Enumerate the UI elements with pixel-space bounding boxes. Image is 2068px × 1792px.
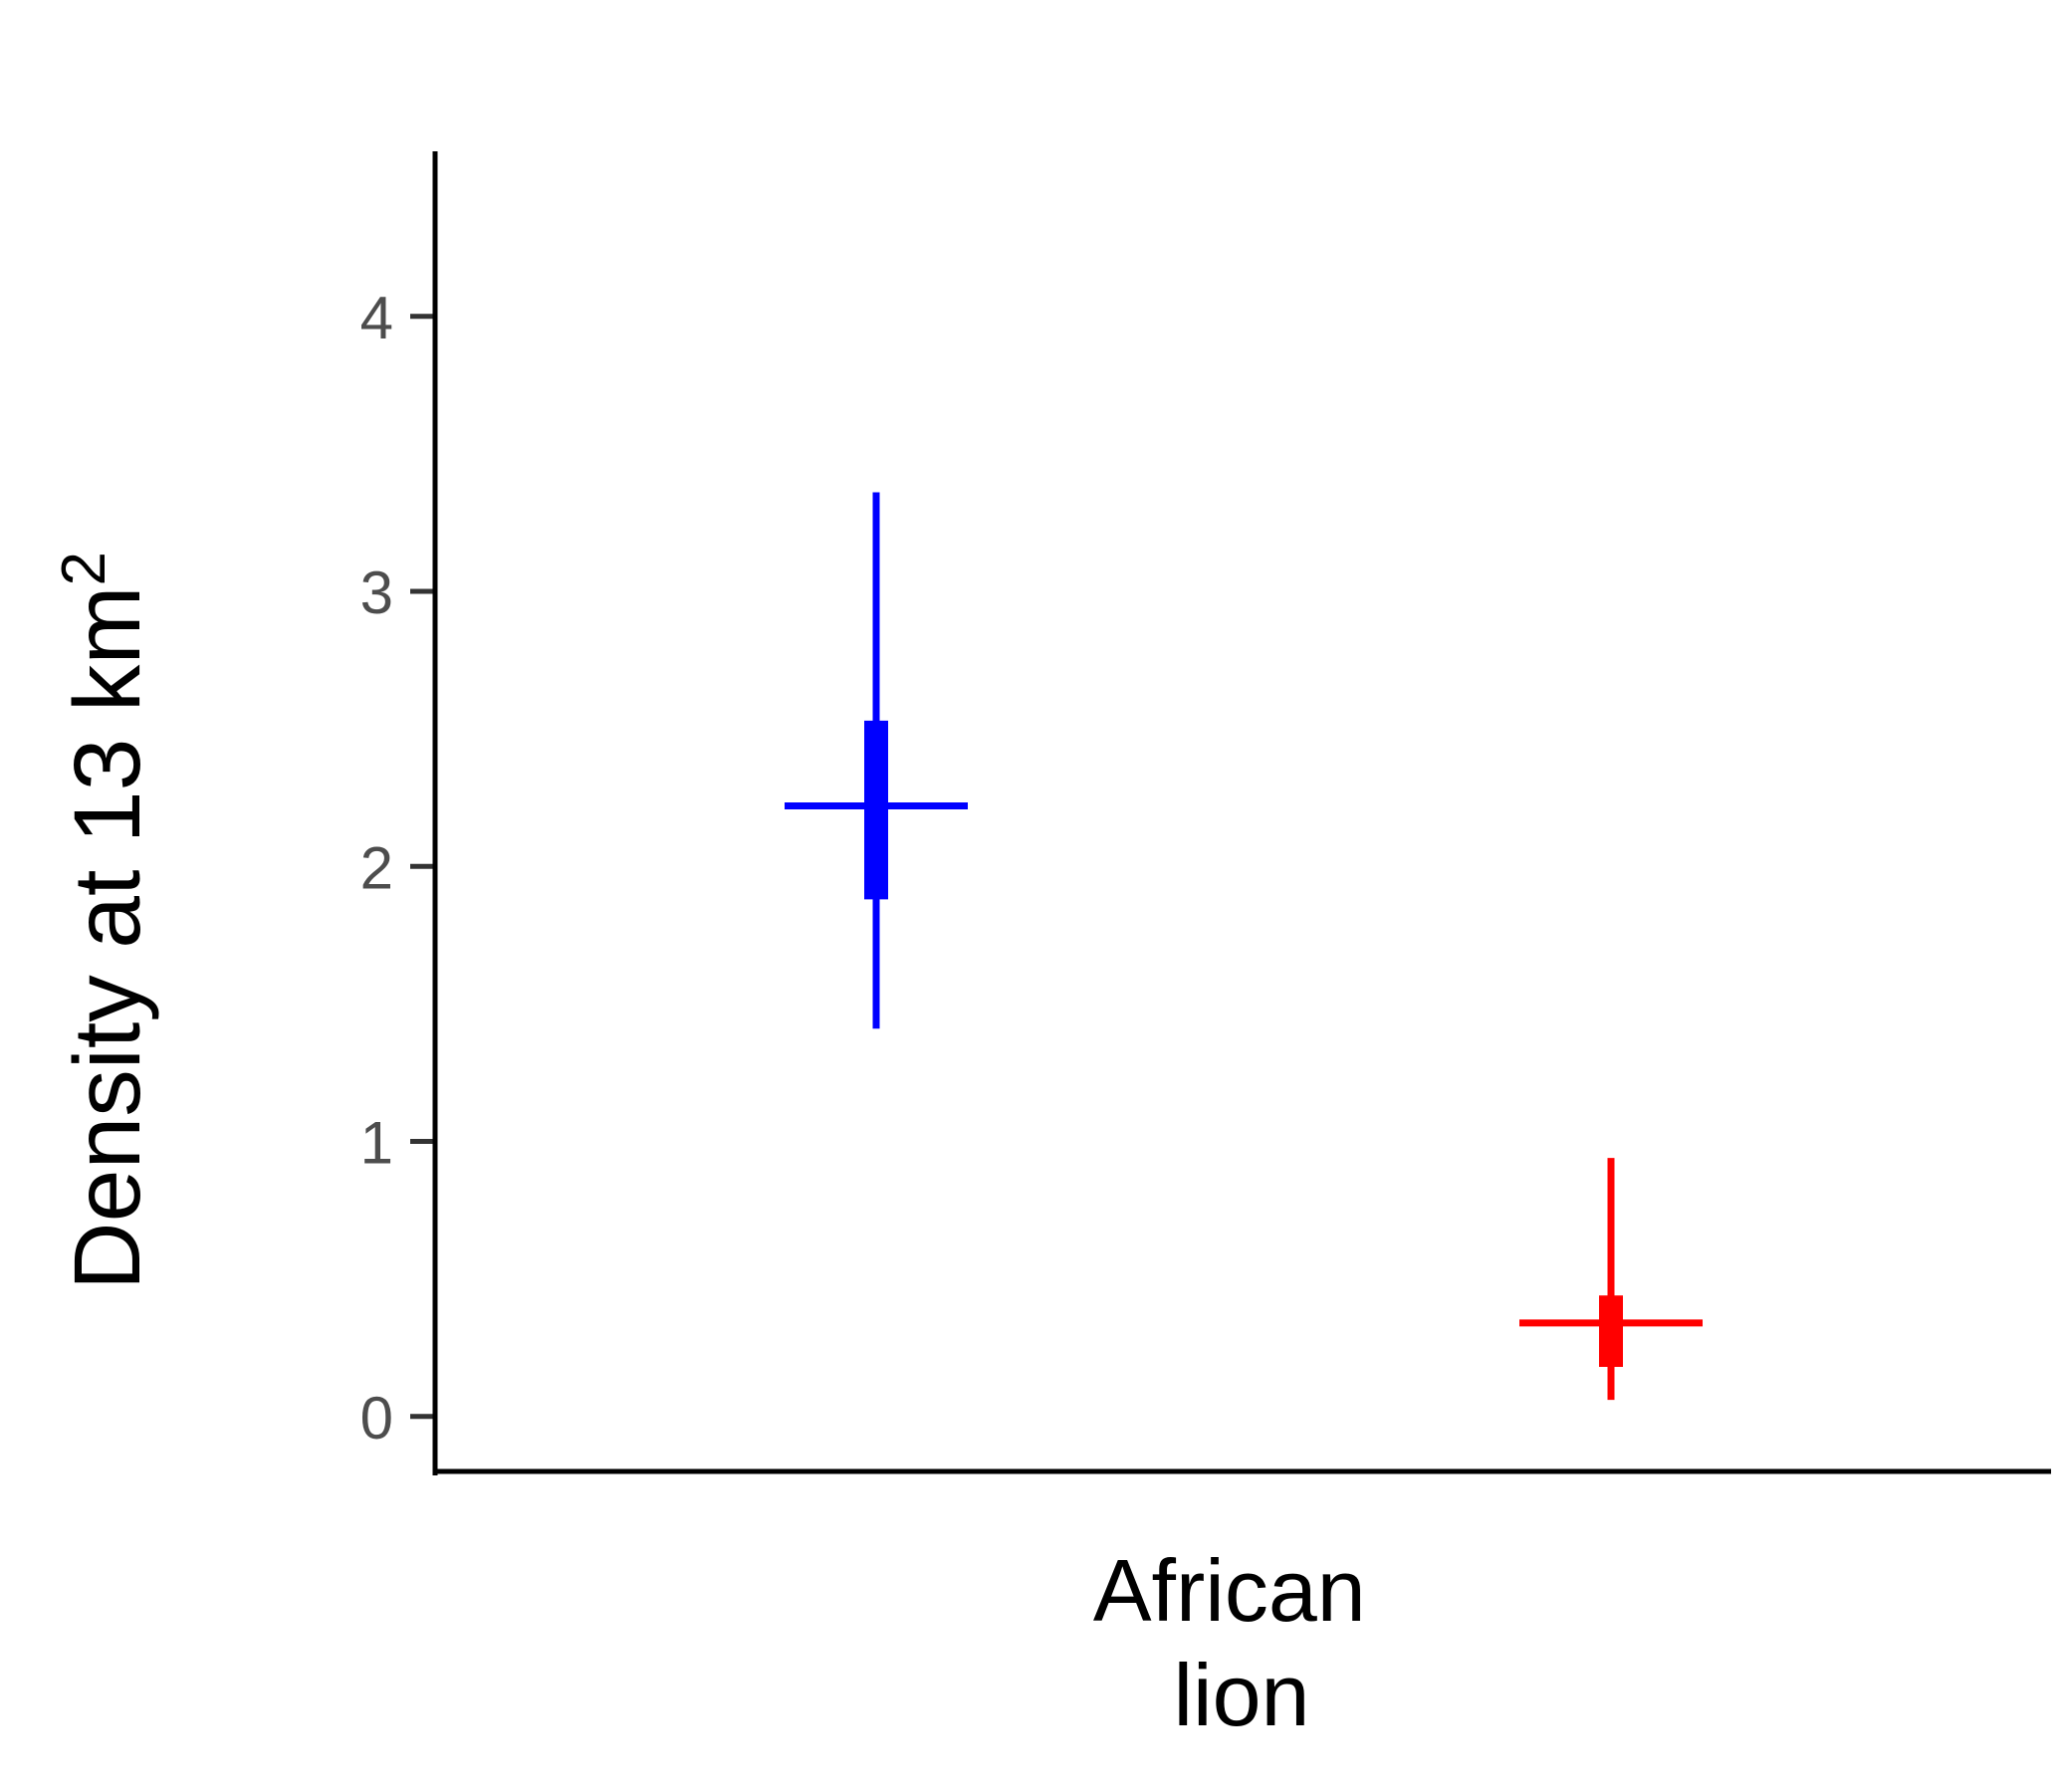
- y-axis-title: Density at 13 km2: [50, 552, 160, 1290]
- x-category-label-line-2: lion: [1174, 1646, 1310, 1744]
- y-axis-title-text: Density at 13 km: [55, 585, 160, 1290]
- y-tick-label-1: 1: [360, 1110, 393, 1177]
- y-tick-label-3: 3: [360, 560, 393, 626]
- y-axis-ticks: 0 1 2 3 4: [360, 285, 435, 1452]
- chart-marks: [785, 492, 1703, 1401]
- y-axis-title-superscript: 2: [50, 552, 118, 585]
- x-category-label-line-1: African: [1093, 1541, 1366, 1640]
- y-tick-label-0: 0: [360, 1385, 393, 1452]
- series-1-pointrange: [785, 492, 968, 1029]
- x-category-label: African lion: [1093, 1541, 1390, 1744]
- y-tick-label-2: 2: [360, 834, 393, 901]
- series-2-pointrange: [1519, 1158, 1703, 1401]
- y-tick-label-4: 4: [360, 285, 393, 351]
